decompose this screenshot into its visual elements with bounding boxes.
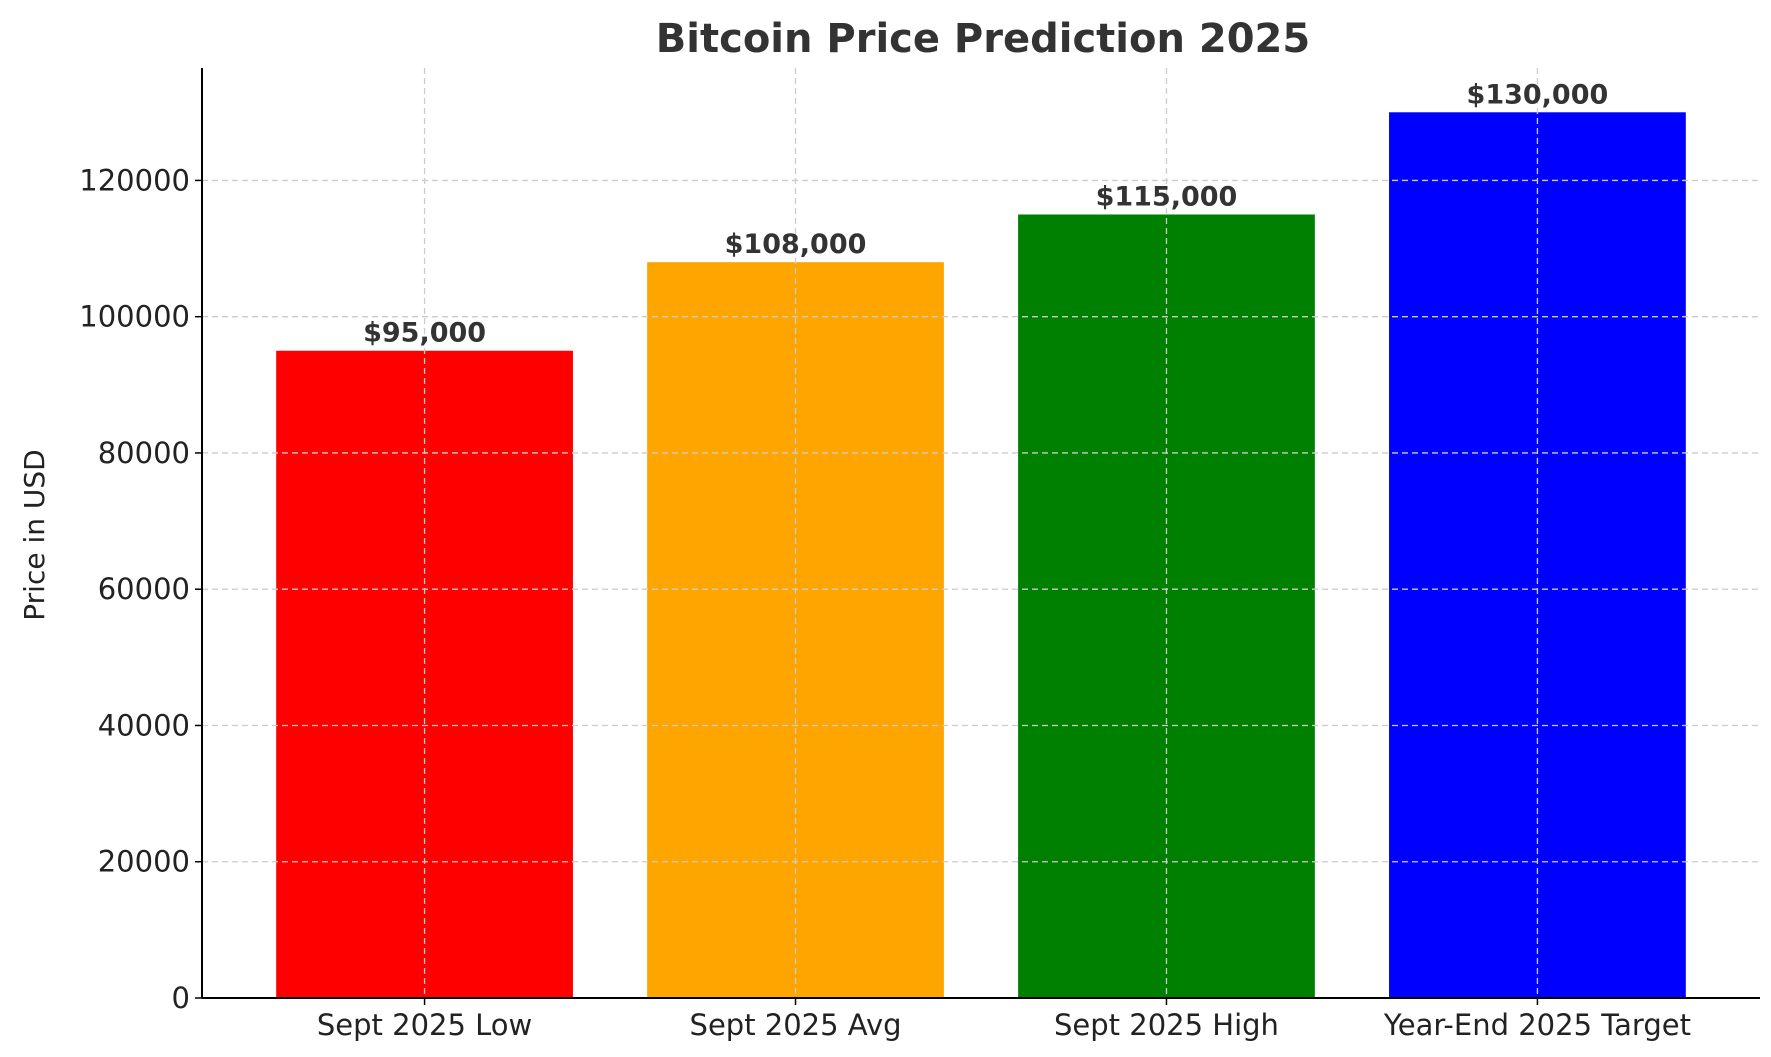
y-tick-label: 100000 (79, 300, 190, 334)
grid (202, 68, 1760, 998)
bar-labels: $95,000 $108,000 $115,000 $130,000 (363, 79, 1608, 348)
bar-value-label: $95,000 (363, 318, 486, 349)
y-tick-label: 60000 (98, 572, 190, 606)
x-tick-label: Sept 2025 High (1054, 1008, 1279, 1042)
y-axis-label: Price in USD (18, 449, 51, 620)
bar-value-label: $108,000 (725, 229, 867, 260)
bar (1389, 112, 1686, 999)
y-ticks: 0 20000 40000 60000 80000 100000 120000 (79, 163, 202, 1015)
y-tick-label: 80000 (98, 436, 190, 470)
bar (1018, 214, 1315, 998)
x-ticks: Sept 2025 Low Sept 2025 Avg Sept 2025 High… (317, 998, 1691, 1042)
axes (201, 68, 1760, 999)
bars (276, 112, 1686, 999)
bar-value-label: $115,000 (1096, 181, 1238, 212)
chart-title: Bitcoin Price Prediction 2025 (656, 16, 1310, 62)
y-tick-label: 20000 (98, 845, 190, 879)
y-tick-label: 120000 (79, 163, 190, 197)
y-tick-label: 40000 (98, 708, 190, 742)
x-tick-label: Sept 2025 Low (317, 1008, 532, 1042)
x-tick-label: Sept 2025 Avg (690, 1008, 902, 1042)
bar-value-label: $130,000 (1467, 79, 1609, 110)
y-tick-label: 0 (172, 981, 190, 1015)
x-tick-label: Year-End 2025 Target (1383, 1008, 1691, 1042)
